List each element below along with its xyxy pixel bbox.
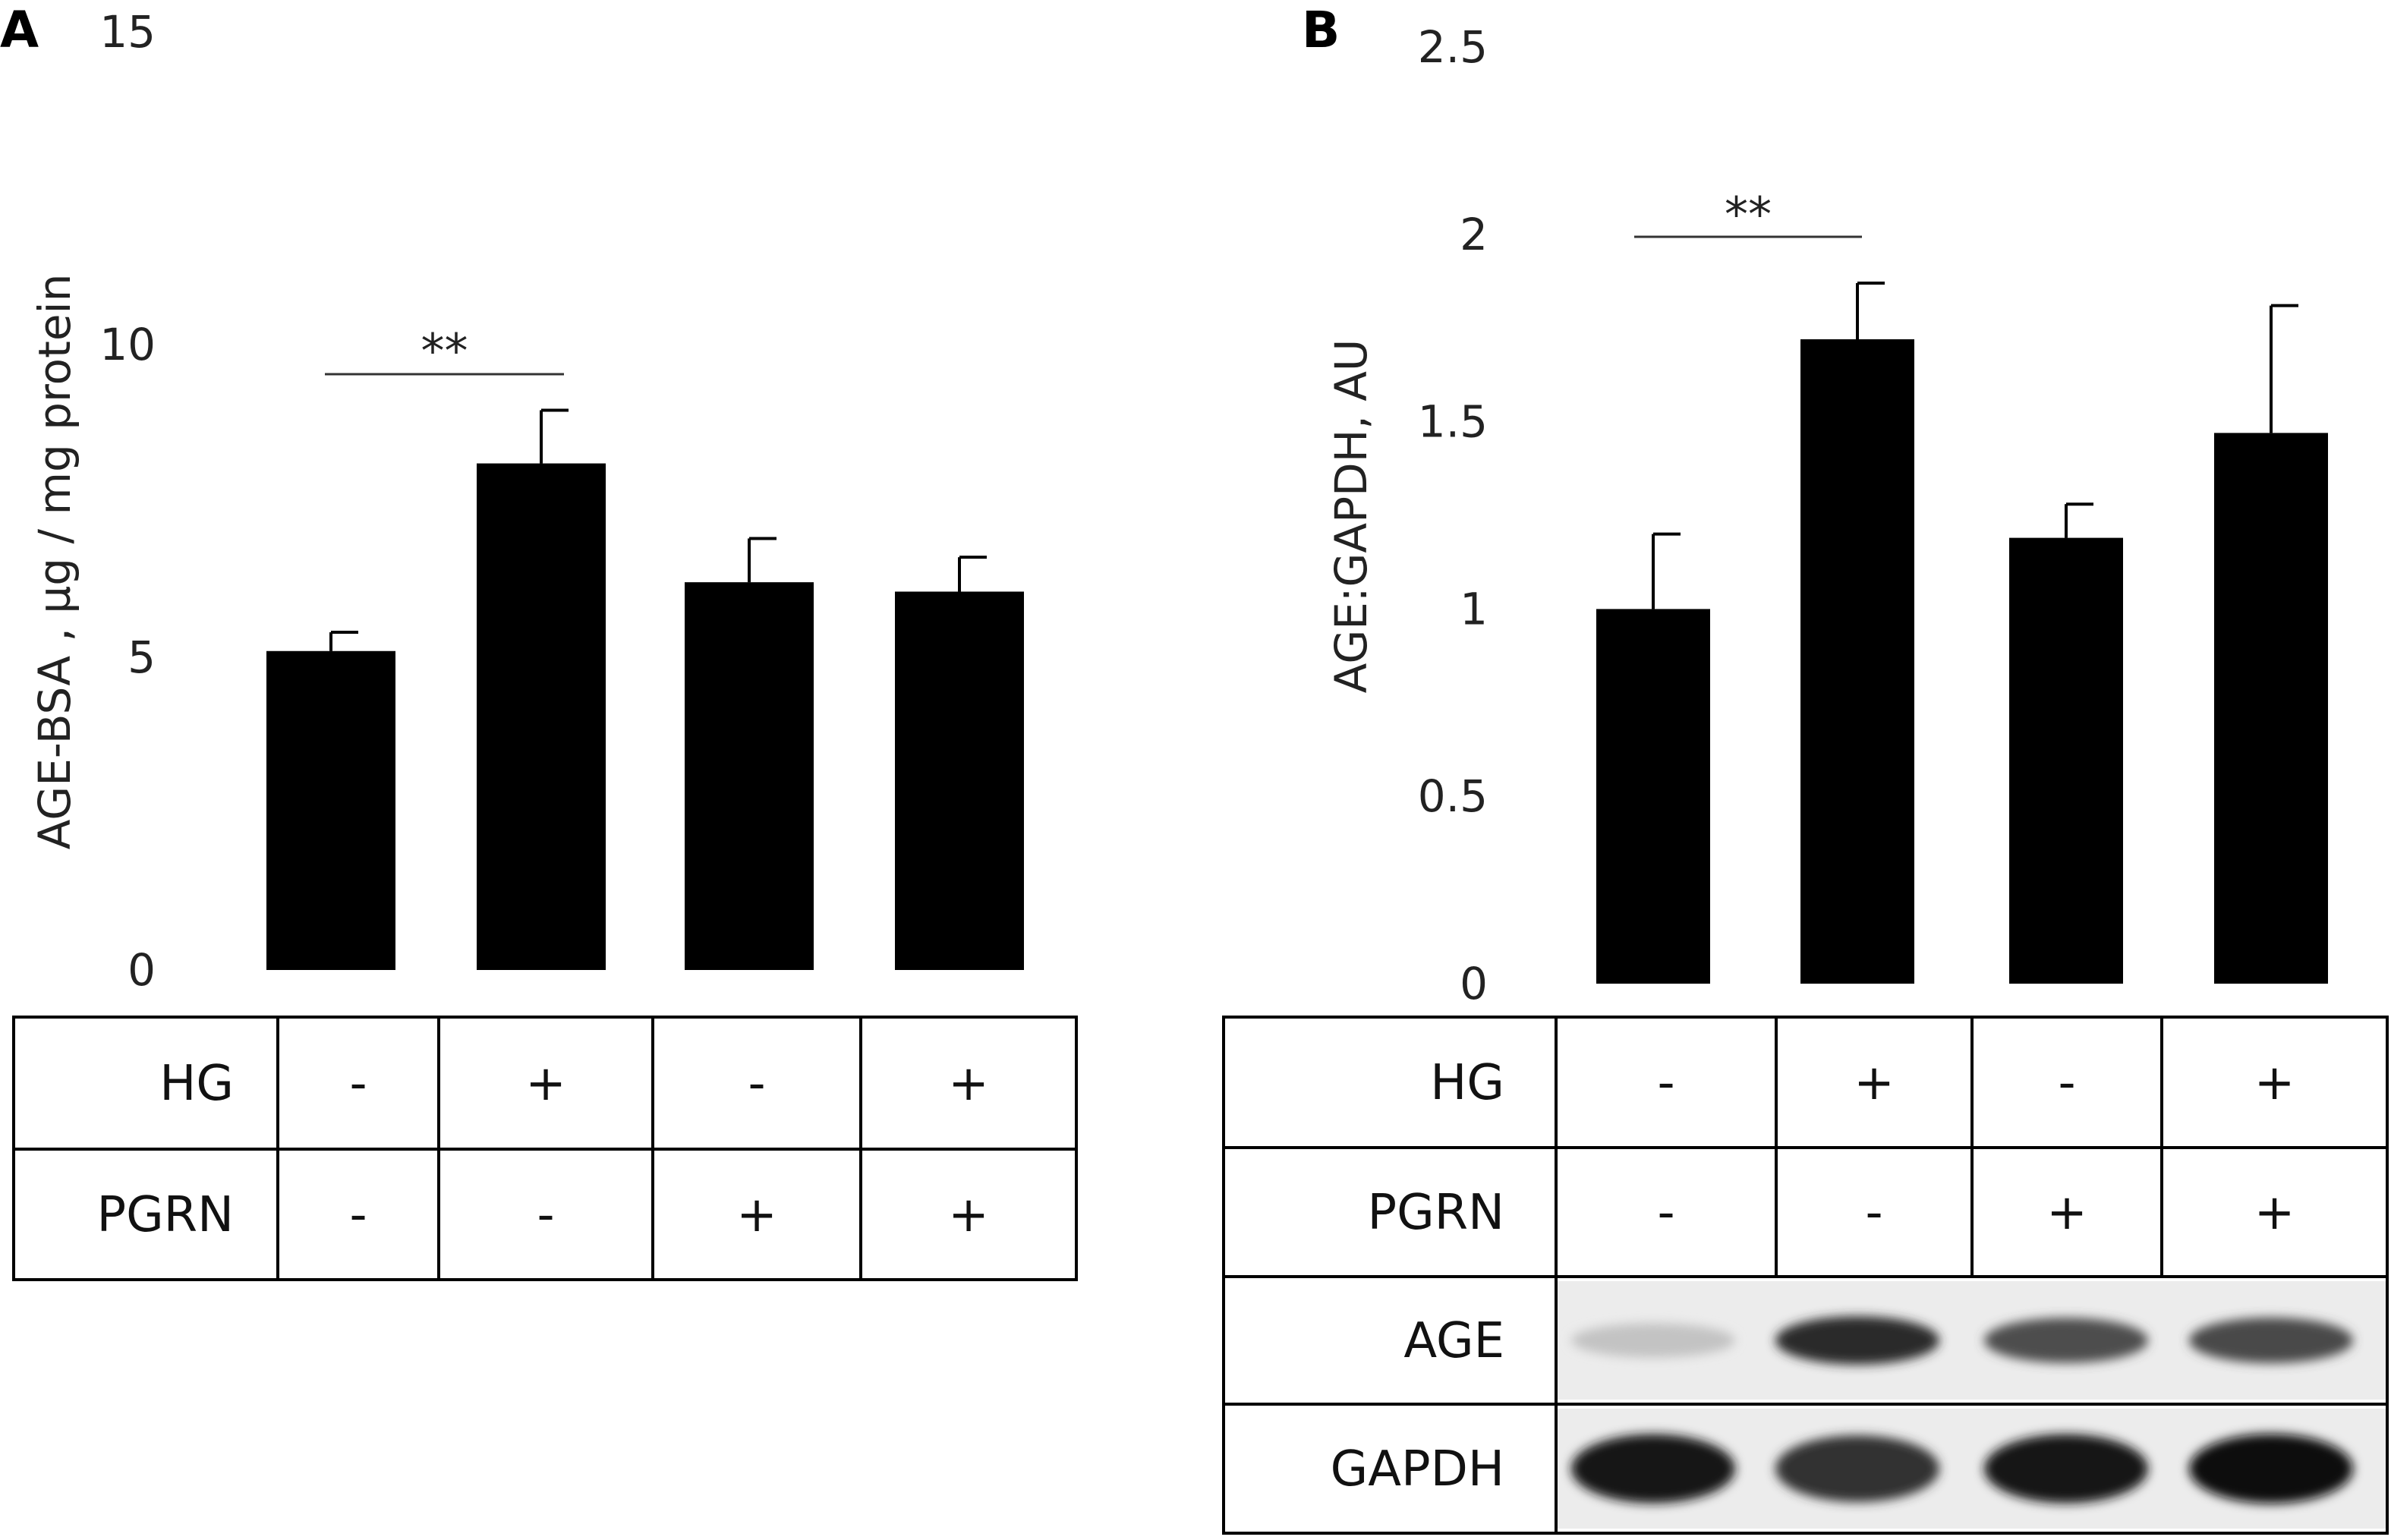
y-axis-label: AGE:GAPDH, AU xyxy=(1325,339,1377,694)
y-tick-label: 2.5 xyxy=(1418,21,1488,73)
y-tick-label: 0 xyxy=(1460,958,1488,1009)
table-cell: + xyxy=(2046,1185,2087,1241)
y-tick-label: 0 xyxy=(128,944,156,996)
table-cell: + xyxy=(2254,1055,2295,1111)
table-cell: + xyxy=(2254,1185,2295,1241)
y-axis-label: AGE-BSA , µg / mg protein xyxy=(29,274,80,850)
table-cell: + xyxy=(736,1187,777,1243)
panel-letter: B xyxy=(1302,1,1340,59)
blot-band xyxy=(1984,1434,2148,1504)
table-cell: - xyxy=(748,1056,765,1112)
blot-band xyxy=(1775,1434,1939,1503)
blot-band xyxy=(1984,1318,2148,1363)
y-tick-label: 1 xyxy=(1460,583,1488,635)
table-cell: - xyxy=(537,1187,554,1243)
table-cell: + xyxy=(948,1056,989,1112)
blot-row-label: AGE xyxy=(1403,1313,1504,1369)
blot-band xyxy=(1571,1434,1735,1504)
blot-band xyxy=(2189,1434,2353,1504)
table-row-label: HG xyxy=(159,1056,234,1112)
bar xyxy=(2009,537,2123,984)
table-row-label: PGRN xyxy=(96,1187,234,1243)
y-tick-label: 0.5 xyxy=(1418,770,1488,822)
bar xyxy=(2214,433,2328,984)
blot-band xyxy=(1571,1323,1735,1358)
table-cell: - xyxy=(349,1056,367,1112)
y-tick-label: 1.5 xyxy=(1418,396,1488,448)
table-cell: - xyxy=(2058,1055,2075,1111)
blot-band xyxy=(1775,1316,1939,1365)
bar xyxy=(1596,609,1710,984)
bar xyxy=(477,463,606,970)
y-tick-label: 10 xyxy=(99,319,156,370)
table-row-label: HG xyxy=(1430,1055,1504,1111)
table-cell: - xyxy=(349,1187,367,1243)
blot-row-label: GAPDH xyxy=(1331,1441,1504,1497)
bar xyxy=(895,591,1024,970)
table-cell: + xyxy=(948,1187,989,1243)
blot-band xyxy=(2189,1317,2353,1364)
table-row-label: PGRN xyxy=(1367,1185,1504,1241)
bar xyxy=(266,650,395,970)
panel-letter: A xyxy=(0,1,39,59)
table-cell: - xyxy=(1657,1185,1674,1241)
y-tick-label: 5 xyxy=(128,631,156,683)
panel-a: A 0 5 10 15 AGE-BSA , µg / mg protein ** HG - + - +… xyxy=(0,1,1078,1281)
y-tick-label: 2 xyxy=(1460,209,1488,260)
table-cell: - xyxy=(1657,1055,1674,1111)
table-cell: + xyxy=(1854,1055,1895,1111)
table-cell: - xyxy=(1865,1185,1882,1241)
bar xyxy=(685,582,814,970)
significance-label: ** xyxy=(1725,187,1772,242)
panel-b: B 0 0.5 1 1.5 2 2.5 AGE:GAPDH, AU ** HG - + - + PGRN - -… xyxy=(1222,1,2389,1535)
significance-label: ** xyxy=(421,323,468,379)
y-tick-label: 15 xyxy=(99,6,156,58)
bar xyxy=(1800,339,1914,984)
table-cell: + xyxy=(525,1056,566,1112)
